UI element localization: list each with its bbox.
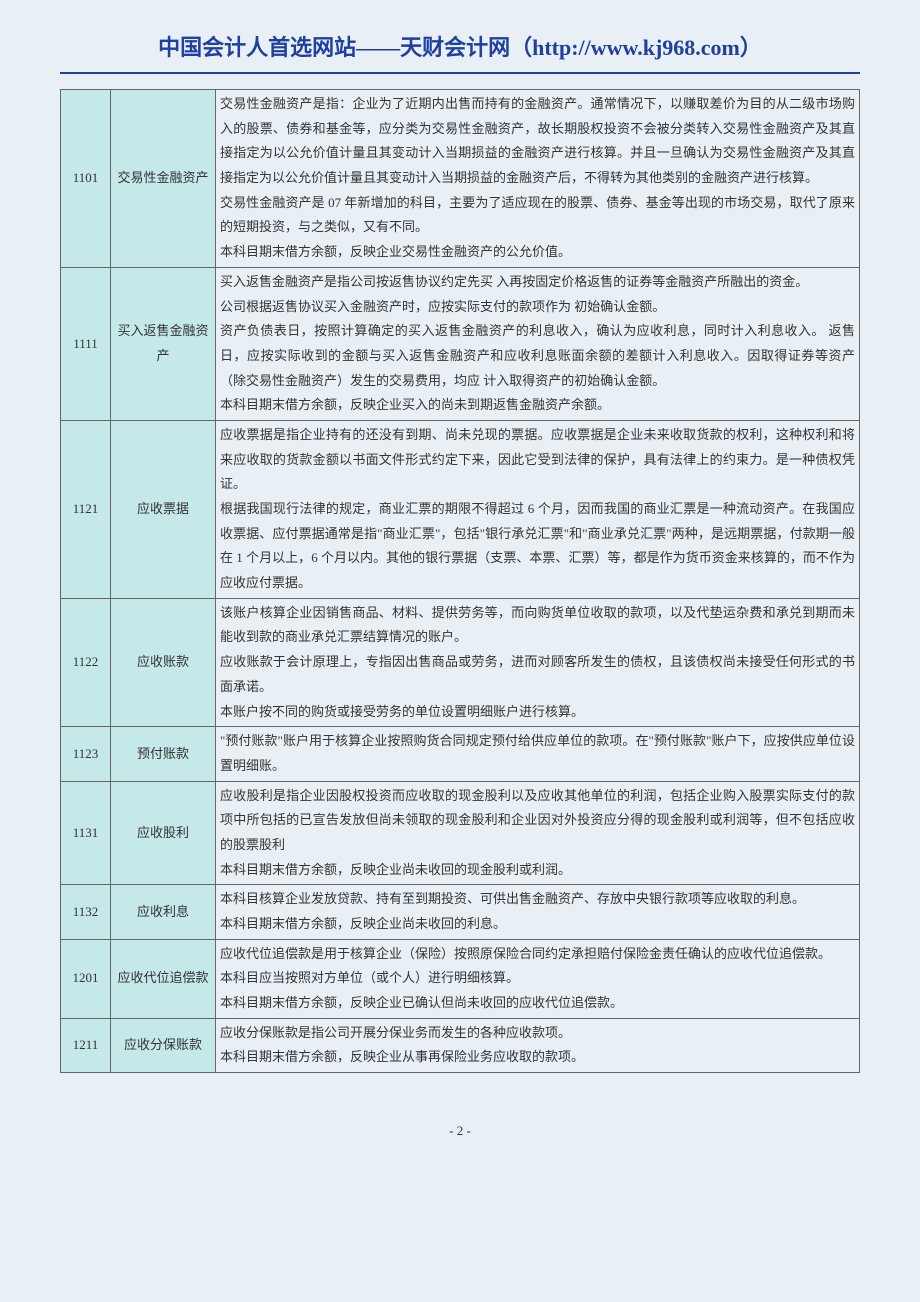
header-url: （http://www.kj968.com） <box>510 35 762 60</box>
account-name: 应收票据 <box>111 420 216 598</box>
account-code: 1111 <box>61 267 111 420</box>
account-code: 1201 <box>61 939 111 1018</box>
table-row: 1122应收账款该账户核算企业因销售商品、材料、提供劳务等，而向购货单位收取的款… <box>61 598 860 726</box>
account-name: 交易性金融资产 <box>111 90 216 268</box>
account-code: 1123 <box>61 727 111 781</box>
accounting-table: 1101交易性金融资产交易性金融资产是指：企业为了近期内出售而持有的金融资产。通… <box>60 89 860 1073</box>
account-code: 1121 <box>61 420 111 598</box>
account-name: 应收股利 <box>111 781 216 885</box>
table-row: 1123预付账款"预付账款"账户用于核算企业按照购货合同规定预付给供应单位的款项… <box>61 727 860 781</box>
page-header: 中国会计人首选网站——天财会计网（http://www.kj968.com） <box>60 30 860 74</box>
account-code: 1132 <box>61 885 111 939</box>
table-row: 1121应收票据应收票据是指企业持有的还没有到期、尚未兑现的票据。应收票据是企业… <box>61 420 860 598</box>
table-row: 1111买入返售金融资产买入返售金融资产是指公司按返售协议约定先买 入再按固定价… <box>61 267 860 420</box>
account-description: 应收股利是指企业因股权投资而应收取的现金股利以及应收其他单位的利润，包括企业购入… <box>216 781 860 885</box>
account-description: "预付账款"账户用于核算企业按照购货合同规定预付给供应单位的款项。在"预付账款"… <box>216 727 860 781</box>
page-content: 中国会计人首选网站——天财会计网（http://www.kj968.com） 1… <box>60 30 860 1139</box>
account-code: 1101 <box>61 90 111 268</box>
account-name: 应收利息 <box>111 885 216 939</box>
account-code: 1211 <box>61 1018 111 1072</box>
account-name: 买入返售金融资产 <box>111 267 216 420</box>
account-name: 应收分保账款 <box>111 1018 216 1072</box>
table-row: 1132应收利息本科目核算企业发放贷款、持有至到期投资、可供出售金融资产、存放中… <box>61 885 860 939</box>
account-description: 买入返售金融资产是指公司按返售协议约定先买 入再按固定价格返售的证券等金融资产所… <box>216 267 860 420</box>
account-code: 1131 <box>61 781 111 885</box>
account-description: 应收票据是指企业持有的还没有到期、尚未兑现的票据。应收票据是企业未来收取货款的权… <box>216 420 860 598</box>
table-row: 1211应收分保账款应收分保账款是指公司开展分保业务而发生的各种应收款项。本科目… <box>61 1018 860 1072</box>
account-code: 1122 <box>61 598 111 726</box>
page-number: - 2 - <box>449 1123 471 1138</box>
account-description: 应收分保账款是指公司开展分保业务而发生的各种应收款项。本科目期末借方余额，反映企… <box>216 1018 860 1072</box>
account-description: 本科目核算企业发放贷款、持有至到期投资、可供出售金融资产、存放中央银行款项等应收… <box>216 885 860 939</box>
header-title: 中国会计人首选网站——天财会计网 <box>158 35 510 60</box>
account-name: 应收账款 <box>111 598 216 726</box>
table-row: 1131应收股利应收股利是指企业因股权投资而应收取的现金股利以及应收其他单位的利… <box>61 781 860 885</box>
page-footer: - 2 - <box>60 1123 860 1139</box>
account-description: 应收代位追偿款是用于核算企业（保险）按照原保险合同约定承担赔付保险金责任确认的应… <box>216 939 860 1018</box>
table-row: 1201应收代位追偿款应收代位追偿款是用于核算企业（保险）按照原保险合同约定承担… <box>61 939 860 1018</box>
account-description: 该账户核算企业因销售商品、材料、提供劳务等，而向购货单位收取的款项，以及代垫运杂… <box>216 598 860 726</box>
table-row: 1101交易性金融资产交易性金融资产是指：企业为了近期内出售而持有的金融资产。通… <box>61 90 860 268</box>
account-description: 交易性金融资产是指：企业为了近期内出售而持有的金融资产。通常情况下，以赚取差价为… <box>216 90 860 268</box>
account-name: 应收代位追偿款 <box>111 939 216 1018</box>
account-name: 预付账款 <box>111 727 216 781</box>
